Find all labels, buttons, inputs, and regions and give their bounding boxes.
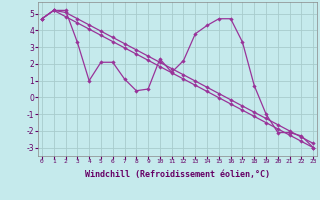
X-axis label: Windchill (Refroidissement éolien,°C): Windchill (Refroidissement éolien,°C) [85,170,270,179]
